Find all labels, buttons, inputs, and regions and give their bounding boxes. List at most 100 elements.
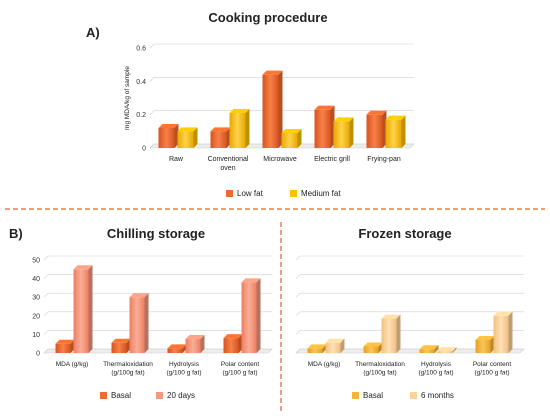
bar-side	[508, 311, 513, 353]
legend-label: Basal	[111, 391, 131, 400]
x-tick-label: Hydrolysis	[421, 361, 452, 368]
bar-medium-fat	[281, 129, 302, 148]
x-tick-label: Raw	[169, 156, 184, 163]
x-tick-label: (g/100g fat)	[111, 370, 144, 377]
gridline	[43, 348, 49, 354]
bar-low-fat	[366, 110, 387, 148]
bar-front	[381, 318, 397, 353]
bar-front	[55, 343, 71, 353]
panel-a-label: A)	[86, 25, 100, 40]
bar-side	[340, 338, 345, 353]
bar-6-months	[325, 338, 345, 353]
x-tick-label: Thermaloxidation	[103, 361, 153, 368]
x-tick-label: Conventional	[208, 156, 249, 163]
bar-side	[144, 293, 149, 353]
bar-basal	[419, 345, 439, 353]
bar-top	[475, 335, 495, 340]
y-tick-label: 0	[142, 146, 146, 153]
bar-top	[111, 338, 131, 343]
bar-top	[229, 109, 250, 113]
y-tick-label: 50	[32, 258, 40, 265]
bar-front	[314, 109, 331, 148]
y-tick-label: 0.4	[136, 79, 146, 86]
bar-top	[307, 344, 327, 349]
bar-side	[297, 129, 302, 148]
legend-swatch	[100, 392, 107, 399]
bar-top	[366, 110, 387, 115]
bar-basal	[307, 344, 327, 353]
bar-top	[419, 345, 439, 350]
bar-20-days	[73, 265, 93, 353]
legend-swatch	[290, 190, 297, 197]
x-tick-label: Frying-pan	[367, 156, 401, 163]
gridline	[149, 77, 155, 82]
gridline	[43, 292, 49, 298]
y-tick-label: 0.6	[136, 46, 146, 53]
gridline	[295, 255, 301, 261]
bar-top	[493, 311, 513, 316]
gridline	[295, 311, 301, 317]
gridline	[43, 330, 49, 335]
x-tick-label: (g/100 g fat)	[222, 370, 257, 377]
bar-front	[325, 342, 341, 353]
bar-front	[129, 297, 145, 353]
gridline	[43, 274, 49, 279]
y-tick-label: 20	[32, 313, 40, 320]
bar-side	[200, 335, 205, 353]
chart-c-plot: MDA (g/kg) Thermaloxidation (g/100g fat) Hy…	[295, 255, 525, 400]
gridline	[149, 43, 155, 49]
chart-b-title: Chilling storage	[107, 226, 205, 241]
bar-top	[223, 334, 243, 339]
bar-side	[88, 265, 93, 353]
bar-front	[281, 133, 298, 148]
bar-top	[73, 265, 93, 270]
bar-side	[396, 314, 401, 353]
x-tick-label: Polar content	[473, 361, 511, 368]
bar-top	[381, 314, 401, 319]
bar-top	[129, 293, 149, 298]
bar-front	[210, 131, 227, 148]
gridline	[295, 348, 301, 354]
bar-6-months	[381, 314, 401, 353]
gridline	[149, 110, 155, 115]
bar-low-fat	[158, 124, 179, 148]
bar-top	[241, 278, 261, 283]
bar-basal	[475, 335, 495, 353]
bar-basal	[223, 334, 243, 353]
bar-medium-fat	[229, 109, 250, 148]
x-tick-label: Microwave	[263, 156, 297, 163]
bar-20-days	[129, 293, 149, 353]
bar-top	[281, 129, 302, 133]
x-tick-label: oven	[220, 165, 235, 172]
y-tick-label: 40	[32, 276, 40, 283]
chart-c-title: Frozen storage	[358, 226, 451, 241]
gridline	[149, 143, 155, 149]
bar-front	[366, 114, 383, 148]
bar-20-days	[241, 278, 261, 353]
bar-low-fat	[210, 127, 231, 148]
bar-low-fat	[314, 105, 335, 148]
bar-side	[245, 109, 250, 148]
bar-top	[210, 127, 231, 132]
chart-b-plot: 0 10 20 30 40 50 MDA (g/kg) Thermaloxidation (g/…	[32, 255, 273, 400]
bar-front	[167, 348, 183, 353]
x-tick-label: (g/100 g fat)	[166, 370, 201, 377]
x-tick-label: (g/100 g fat)	[474, 370, 509, 377]
y-tick-label: 0.2	[136, 112, 146, 119]
x-tick-label: Hydrolysis	[169, 361, 200, 368]
bar-front	[111, 342, 127, 353]
chart-a-ylabel: mg MDA/kg of sample	[124, 66, 131, 130]
bar-side	[452, 347, 457, 353]
bar-6-months	[493, 311, 513, 353]
gridline	[295, 330, 301, 335]
bar-low-fat	[262, 70, 283, 148]
legend-swatch	[226, 190, 233, 197]
gridline	[43, 311, 49, 317]
panel-b-label: B)	[9, 226, 23, 241]
bar-top	[55, 339, 75, 344]
legend-swatch	[352, 392, 359, 399]
bar-basal	[167, 344, 187, 353]
bar-front	[419, 349, 435, 353]
y-tick-label: 10	[32, 332, 40, 339]
